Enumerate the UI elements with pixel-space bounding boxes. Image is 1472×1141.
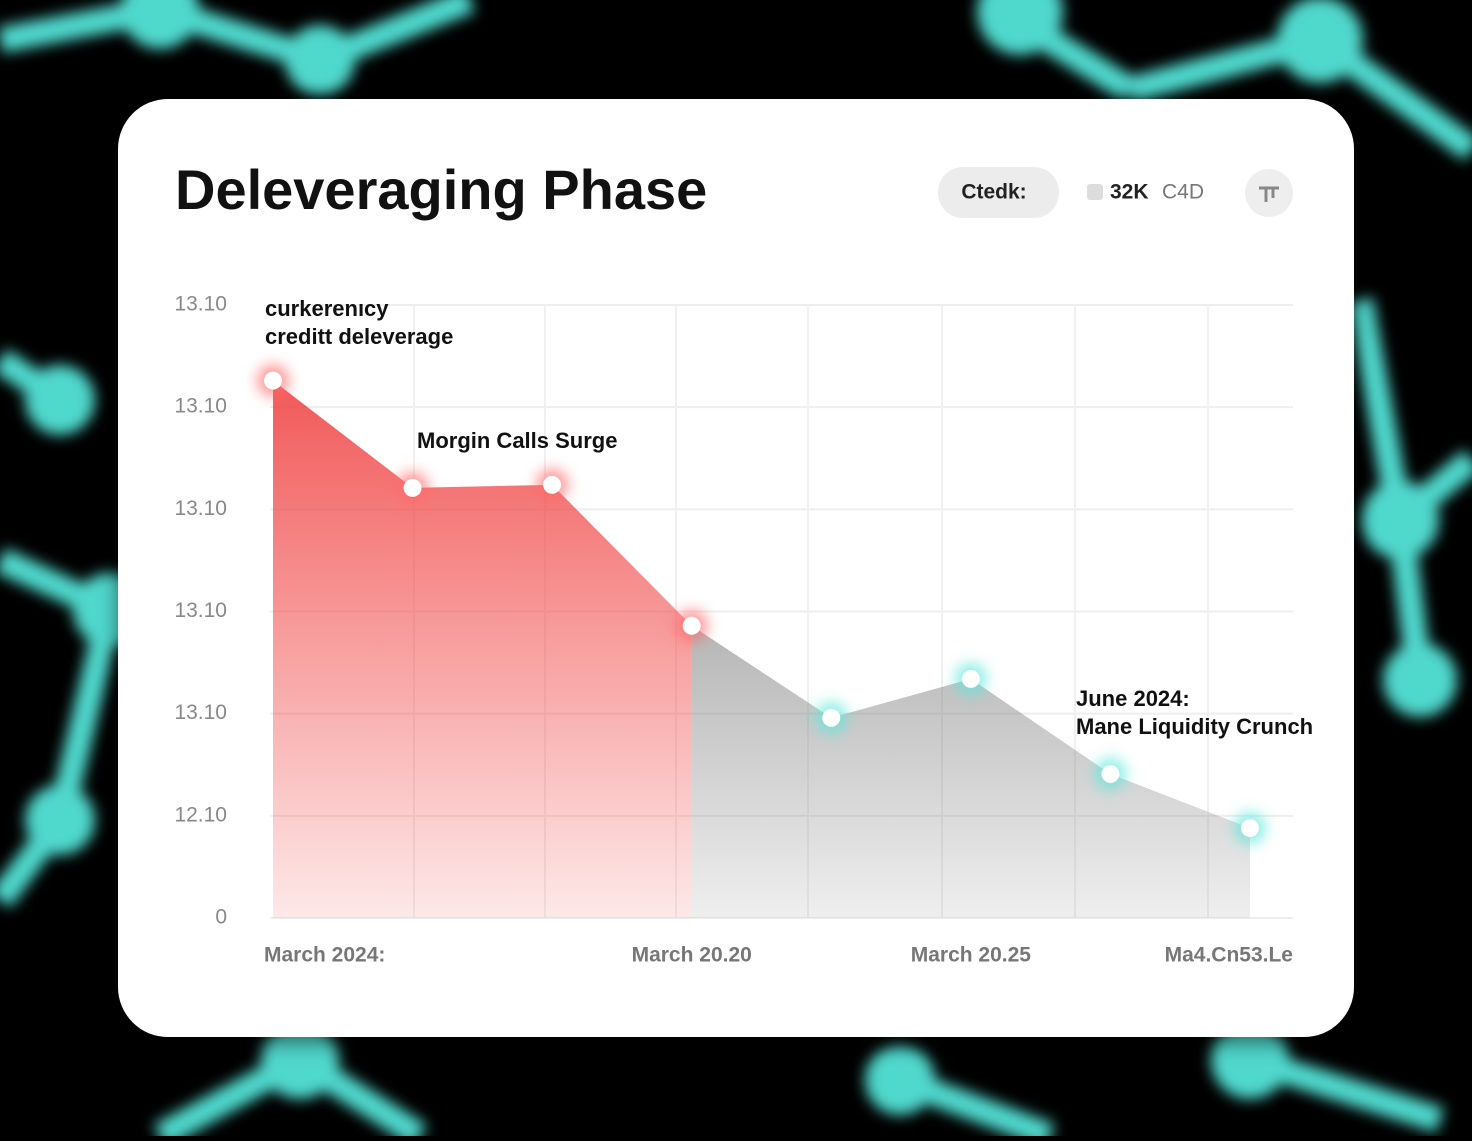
y-tick-label: 13.10: [174, 497, 227, 520]
point: [1101, 764, 1120, 783]
point: [403, 478, 422, 497]
y-tick-label: 13.10: [174, 395, 227, 418]
y-tick-label: 13.10: [174, 599, 227, 622]
annotation: Mane Liquidity Crunch: [1076, 714, 1313, 739]
legend-swatch: [1087, 184, 1103, 200]
legend-item: C4D: [1162, 181, 1204, 204]
annotation: Morgin Calls Surge: [417, 428, 617, 453]
chart-title: Deleveraging Phase: [175, 158, 707, 221]
button[interactable]: [938, 167, 1059, 218]
area: [273, 380, 692, 918]
annotation: June 2024:: [1076, 686, 1190, 711]
point: [264, 371, 282, 390]
x-tick-label: Ma4.Cn53.Le: [1165, 944, 1293, 967]
y-tick-label: 13.10: [174, 701, 227, 724]
point: [822, 708, 841, 727]
button-label[interactable]: Ctedk:: [961, 181, 1026, 204]
x-tick-label: March 2024:: [264, 944, 385, 967]
x-tick-label: March 20.20: [632, 944, 752, 967]
y-tick-label: 12.10: [174, 803, 227, 826]
point: [961, 669, 980, 688]
point: [682, 616, 701, 635]
icon-button[interactable]: [1245, 169, 1293, 217]
point: [543, 475, 562, 494]
y-tick-label: 0: [215, 906, 227, 929]
x-tick-label: March 20.25: [911, 944, 1032, 967]
annotation: creditt deleverage: [265, 324, 453, 349]
y-tick-label: 13.10: [174, 293, 227, 316]
area: [691, 625, 1250, 918]
point: [1241, 819, 1259, 838]
icon: [1259, 186, 1279, 202]
legend-item: 32K: [1110, 181, 1149, 204]
annotation: curkerenıcy: [265, 296, 389, 321]
